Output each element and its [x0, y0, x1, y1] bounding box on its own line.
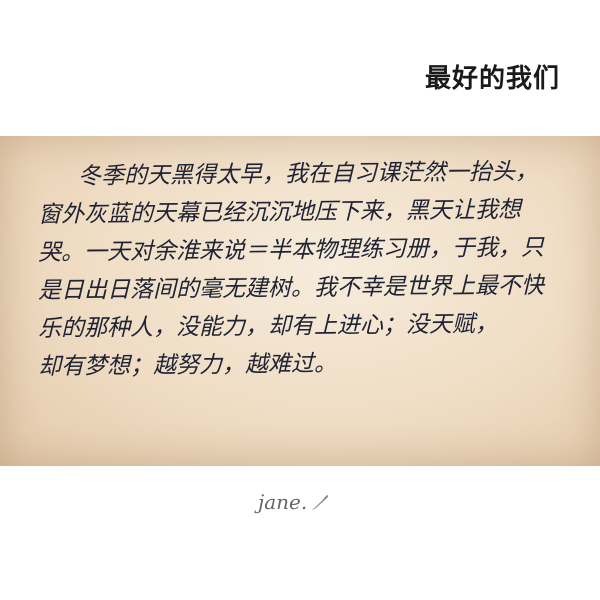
note-line: 是日出日落间的毫无建树。我不幸是世界上最不快: [37, 272, 545, 304]
signature: jane.: [258, 490, 330, 514]
handwritten-note: 冬季的天黑得太早，我在自习课茫然一抬头， 窗外灰蓝的天幕已经沉沉地压下来，黑天让…: [38, 158, 578, 386]
note-line: 窗外灰蓝的天幕已经沉沉地压下来，黑天让我想: [37, 196, 522, 228]
note-line: 乐的那种人，没能力，却有上进心；没天赋，: [37, 311, 499, 342]
note-line: 却有梦想；越努力，越难过。: [37, 350, 338, 380]
page-title: 最好的我们: [424, 64, 560, 94]
note-line: 冬季的天黑得太早，我在自习课茫然一抬头，: [77, 158, 539, 190]
handwritten-note-paper: 冬季的天黑得太早，我在自习课茫然一抬头， 窗外灰蓝的天幕已经沉沉地压下来，黑天让…: [0, 136, 600, 466]
note-line: 哭。一天对余淮来说＝半本物理练习册，于我，只: [37, 234, 545, 266]
signature-text: jane.: [258, 490, 308, 514]
feather-quill-icon: [312, 495, 329, 510]
